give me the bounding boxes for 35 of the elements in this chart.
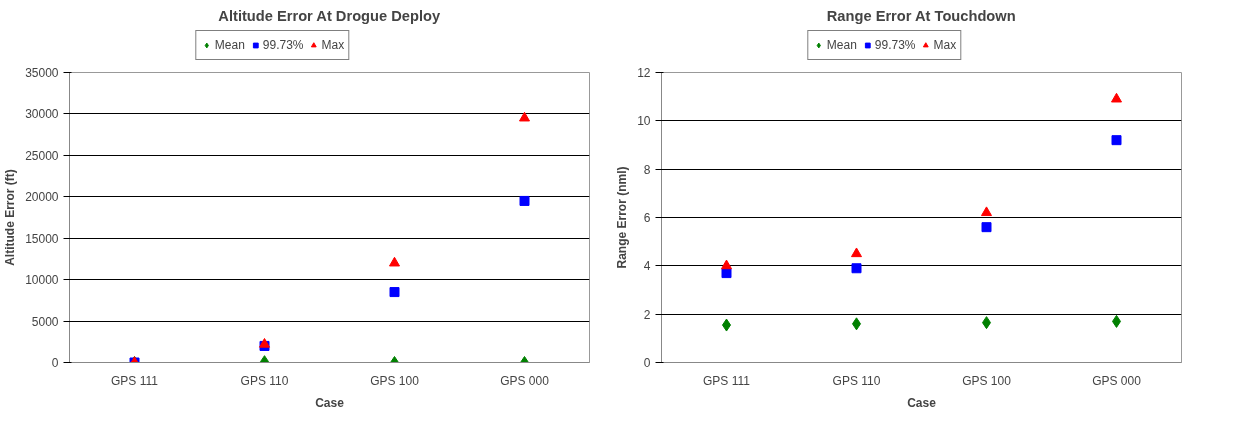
- y-tick-label: 8: [643, 162, 651, 177]
- x-tick-label: GPS 100: [370, 373, 420, 388]
- legend-label: Mean: [826, 38, 857, 52]
- y-tick-label: 35000: [25, 66, 59, 80]
- y-tick-label: 10000: [25, 273, 59, 288]
- x-tick-label: GPS 111: [111, 373, 159, 388]
- x-tick-label: GPS 100: [962, 373, 1012, 388]
- x-axis-title: Case: [315, 395, 345, 410]
- y-tick-label: 10: [637, 114, 651, 129]
- y-tick-label: 30000: [25, 107, 59, 122]
- y-tick-label: 25000: [25, 148, 59, 163]
- legend-label: Max: [933, 38, 957, 52]
- y-axis-title: Altitude Error (ft): [3, 169, 18, 266]
- chart-title: Range Error At Touchdown: [826, 7, 1016, 24]
- legend-label: 99.73%: [262, 38, 304, 52]
- x-tick-label: GPS 000: [1092, 373, 1142, 388]
- y-axis-title: Range Error (nml): [615, 166, 630, 269]
- y-tick-label: 0: [643, 356, 651, 370]
- legend-label: 99.73%: [874, 38, 916, 52]
- y-tick-label: 0: [51, 356, 59, 370]
- y-tick-label: 5000: [31, 314, 59, 329]
- y-tick-label: 20000: [25, 190, 59, 205]
- y-tick-label: 15000: [25, 231, 59, 246]
- y-tick-label: 6: [643, 211, 651, 225]
- y-tick-label: 12: [637, 66, 651, 80]
- x-axis-title: Case: [907, 395, 937, 410]
- y-tick-label: 2: [643, 307, 651, 322]
- x-tick-label: GPS 110: [240, 373, 289, 388]
- x-tick-label: GPS 111: [703, 373, 751, 388]
- chart-title: Altitude Error At Drogue Deploy: [218, 7, 441, 24]
- legend-label: Max: [321, 38, 345, 52]
- legend-label: Mean: [214, 38, 245, 52]
- x-tick-label: GPS 000: [500, 373, 550, 388]
- y-tick-label: 4: [643, 259, 651, 274]
- x-tick-label: GPS 110: [832, 373, 881, 388]
